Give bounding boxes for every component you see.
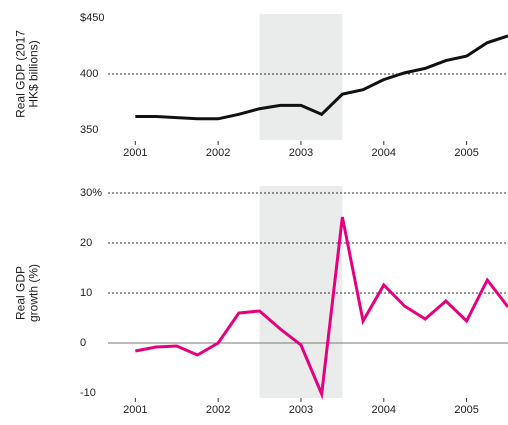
shaded-period — [259, 14, 343, 140]
y-axis-label-line: HK$ billions) — [27, 40, 41, 107]
y-axis-label-line: Real GDP — [14, 266, 28, 320]
y-tick-label: 30% — [80, 187, 102, 199]
y-tick-label: 0 — [80, 337, 86, 349]
x-tick-label: 2004 — [372, 147, 396, 159]
x-tick-label: 2005 — [454, 404, 478, 416]
data-line — [135, 34, 508, 121]
y-tick-label: 350 — [80, 124, 98, 136]
y-axis-label: Real GDPgrowth (%) — [14, 264, 41, 322]
x-tick-label: 2003 — [289, 404, 313, 416]
y-axis-label-line: growth (%) — [27, 264, 41, 322]
shaded-period — [259, 186, 343, 398]
x-tick-label: 2004 — [372, 404, 396, 416]
x-tick-label: 2002 — [206, 147, 230, 159]
y-axis-label-line: Real GDP (2017 — [14, 30, 28, 118]
y-tick-label: $450 — [80, 12, 104, 24]
y-axis-label: Real GDP (2017HK$ billions) — [14, 30, 41, 118]
data-line — [135, 216, 508, 400]
x-tick-label: 2003 — [289, 147, 313, 159]
y-tick-label: 10 — [80, 287, 92, 299]
x-tick-label: 2001 — [123, 404, 147, 416]
x-tick-label: 2001 — [123, 147, 147, 159]
x-tick-label: 2002 — [206, 404, 230, 416]
y-tick-label: -10 — [80, 387, 96, 399]
y-tick-label: 400 — [80, 68, 98, 80]
x-tick-label: 2005 — [454, 147, 478, 159]
y-tick-label: 20 — [80, 237, 92, 249]
